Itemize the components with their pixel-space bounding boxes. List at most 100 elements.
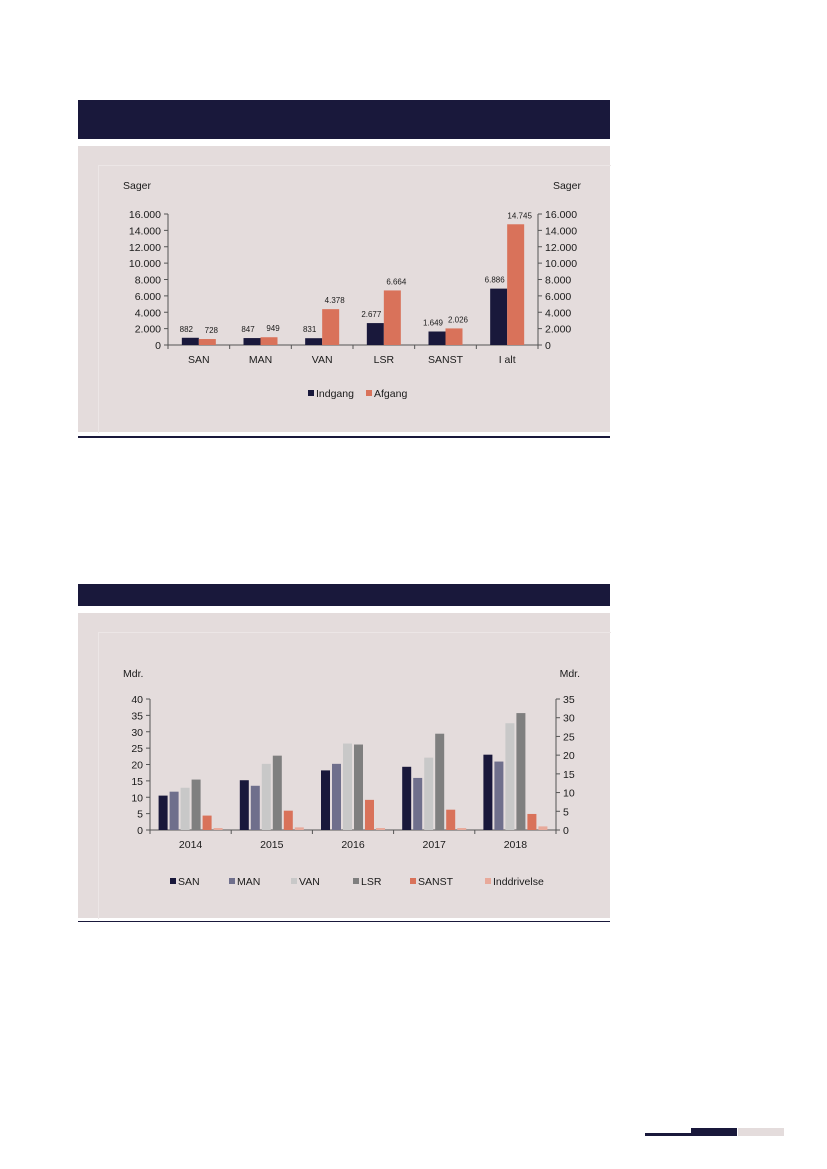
chart2-bar-man [250, 785, 260, 830]
chart2-bar-san [402, 766, 412, 830]
chart2-bar-man [332, 763, 341, 830]
chart1-data-label: 728 [205, 326, 219, 335]
chart1-data-label: 831 [303, 325, 317, 334]
chart2-left-tick-label: 40 [131, 694, 143, 706]
chart1-data-label: 6.886 [485, 276, 506, 285]
chart1-data-label: 2.677 [361, 310, 382, 319]
chart2-bar-van [424, 757, 434, 830]
chart1-bar-indgang [305, 338, 323, 345]
chart2-legend-swatch-inddrivelse [485, 878, 491, 884]
chart2-right-tick-label: 0 [563, 825, 569, 837]
chart2-legend-swatch-van [291, 878, 297, 884]
chart2-legend-label: LSR [361, 876, 382, 888]
chart1-inner-frame [98, 165, 611, 433]
chart2-bar-sanst [527, 813, 537, 830]
chart2-right-tick-label: 25 [563, 731, 575, 743]
chart2-right-tick-label: 35 [563, 694, 575, 706]
chart1-data-label: 1.649 [423, 318, 444, 327]
chart2-left-tick-label: 0 [137, 825, 143, 837]
chart2-inner-frame [98, 632, 611, 919]
chart2-bar-sanst [365, 799, 374, 830]
chart2-svg: Mdr. Mdr. 0 5 10 15 20 25 30 35 40 0 5 10 15 20 25 30 35 20… [123, 668, 580, 888]
chart2-bar-sanst [283, 810, 293, 830]
chart1-right-tick-label: 8.000 [545, 275, 571, 287]
chart1-left-axis-title: Sager [123, 180, 152, 192]
chart1-left-tick-label: 8.000 [135, 275, 161, 287]
chart1-bar-indgang [490, 288, 508, 345]
chart1-bar-afgang [198, 339, 216, 345]
chart2-left-tick-label: 30 [131, 727, 143, 739]
chart1-bar-afgang [260, 337, 278, 345]
chart1-right-tick-label: 6.000 [545, 291, 571, 303]
chart1-right-tick-label: 0 [545, 340, 551, 352]
chart1-data-label: 847 [241, 325, 255, 334]
chart1-left-tick-label: 6.000 [135, 291, 161, 303]
chart2-bar-sanst [446, 809, 456, 830]
chart1-left-tick-label: 14.000 [129, 225, 161, 237]
chart2-left-tick-label: 15 [131, 776, 143, 788]
chart2-right-tick-label: 30 [563, 713, 575, 725]
chart2-bar-inddrivelse [457, 828, 467, 830]
chart1-svg: Sager Sager 0 0 2.000 2.000 4.000 4.000 6.000 6.0… [123, 180, 582, 400]
chart1-bar-afgang [383, 290, 401, 345]
chart1-legend-swatch-afgang [366, 390, 372, 396]
chart1-category-label: VAN [312, 354, 333, 366]
page-marker-navy-thick [691, 1128, 737, 1136]
chart1-right-tick-label: 2.000 [545, 324, 571, 336]
chart2-bar-lsr [191, 779, 201, 830]
chart1-category-label: SAN [188, 354, 210, 366]
chart2-left-tick-label: 20 [131, 760, 143, 772]
chart2-right-tick-label: 20 [563, 750, 575, 762]
chart2-left-tick-label: 10 [131, 792, 143, 804]
chart2-legend-label: Inddrivelse [493, 876, 544, 888]
chart1-bar-afgang [507, 224, 525, 345]
chart1-bottom-rule [78, 436, 610, 438]
chart2-left-tick-label: 35 [131, 710, 143, 722]
chart2-category-label: 2018 [504, 839, 528, 851]
chart2-category-label: 2016 [341, 839, 365, 851]
chart2-bar-man [169, 791, 179, 830]
chart1-bar-indgang [243, 338, 261, 345]
chart1-category-label: LSR [374, 354, 395, 366]
chart2-bar-van [261, 763, 271, 830]
chart2-bottom-rule [78, 921, 610, 922]
chart2-bar-inddrivelse [376, 828, 385, 830]
chart2-header-bar [78, 584, 610, 606]
chart1-left-tick-label: 12.000 [129, 242, 161, 254]
chart1-category-label: I alt [499, 354, 516, 366]
chart1-data-label: 949 [266, 324, 280, 333]
chart2-bar-man [413, 777, 423, 830]
chart2-legend-swatch-san [170, 878, 176, 884]
chart1-legend-label: Indgang [316, 388, 354, 400]
chart2-bar-lsr [272, 755, 282, 830]
chart2-legend-label: MAN [237, 876, 260, 888]
page-marker-light [738, 1128, 784, 1136]
chart2-bar-lsr [516, 713, 526, 830]
chart2-bar-man [494, 761, 504, 830]
chart1-bar-indgang [428, 331, 446, 345]
chart2-bar-lsr [354, 744, 363, 830]
chart1-category-label: SANST [428, 354, 464, 366]
chart2-bar-san [483, 754, 493, 830]
chart1-left-tick-label: 16.000 [129, 209, 161, 221]
chart1-category-label: MAN [249, 354, 272, 366]
chart2-legend-swatch-lsr [353, 878, 359, 884]
chart1-bar-afgang [322, 309, 340, 345]
chart2-legend-swatch-sanst [410, 878, 416, 884]
chart1-data-label: 2.026 [448, 315, 469, 324]
chart1-bar-indgang [366, 323, 384, 345]
chart2-category-label: 2015 [260, 839, 284, 851]
chart2-legend-label: SAN [178, 876, 200, 888]
chart1-data-label: 14.745 [507, 211, 532, 220]
chart2-bar-van [180, 787, 190, 830]
chart2-bar-van [343, 743, 352, 830]
chart1-data-label: 882 [180, 325, 194, 334]
chart2-right-axis-title: Mdr. [560, 668, 580, 680]
chart1-left-tick-label: 0 [155, 340, 161, 352]
chart2-bar-sanst [202, 815, 212, 830]
chart2-category-label: 2017 [423, 839, 447, 851]
chart2-right-tick-label: 5 [563, 806, 569, 818]
chart1-right-axis-title: Sager [553, 180, 582, 192]
chart2-left-tick-label: 25 [131, 743, 143, 755]
chart2-bar-san [158, 795, 168, 830]
